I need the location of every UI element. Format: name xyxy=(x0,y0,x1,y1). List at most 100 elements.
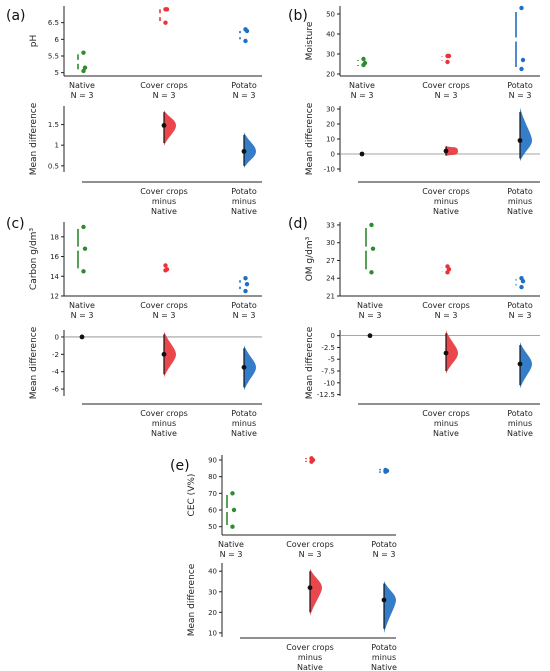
raw-group-label: Potato xyxy=(231,301,257,310)
diff-group-label: minus xyxy=(508,419,532,428)
diff-y-axis-label: Mean difference xyxy=(29,102,39,175)
mean-difference-point xyxy=(359,151,365,157)
raw-data-point xyxy=(445,264,450,269)
raw-y-tick-label: 30 xyxy=(326,239,335,247)
bootstrap-distribution xyxy=(446,145,458,157)
diff-y-tick-label: 30 xyxy=(326,106,335,114)
panel-label: (d) xyxy=(288,216,308,232)
raw-y-axis-label: OM g/dm³ xyxy=(305,236,315,281)
diff-group-label: minus xyxy=(372,653,396,662)
diff-group-label: minus xyxy=(434,419,458,428)
raw-group-n-label: N = 3 xyxy=(71,311,94,320)
diff-y-tick-label: 1 xyxy=(55,142,59,150)
diff-group-label: Native xyxy=(151,207,177,216)
raw-y-tick-label: 6 xyxy=(55,36,60,44)
raw-group-n-label: N = 3 xyxy=(435,91,458,100)
diff-group-label: minus xyxy=(508,197,532,206)
diff-y-axis-label: Mean difference xyxy=(29,326,39,399)
raw-group-n-label: N = 3 xyxy=(299,550,322,559)
raw-group-n-label: N = 3 xyxy=(359,311,382,320)
raw-group-label: Cover crops xyxy=(140,81,188,90)
mean-difference-point xyxy=(367,333,373,339)
diff-y-tick-label: 30 xyxy=(208,588,217,596)
raw-y-tick-label: 20 xyxy=(326,71,335,79)
diff-y-tick-label: -2 xyxy=(52,351,59,359)
diff-group-label: Native xyxy=(371,663,397,671)
diff-y-tick-label: 1.5 xyxy=(48,121,59,129)
bootstrap-distribution xyxy=(164,331,176,378)
raw-y-axis-label: Carbon g/dm³ xyxy=(29,228,39,291)
raw-group-label: Cover crops xyxy=(422,81,470,90)
raw-data-point xyxy=(383,467,388,473)
raw-group-label: Native xyxy=(218,540,244,549)
raw-y-tick-label: 27 xyxy=(326,257,335,265)
raw-y-tick-label: 5.5 xyxy=(48,53,59,61)
bootstrap-distribution xyxy=(520,107,532,162)
diff-y-tick-label: 0 xyxy=(55,333,59,341)
raw-data-point xyxy=(163,263,168,268)
diff-y-tick-label: -4 xyxy=(52,368,60,376)
raw-data-point xyxy=(243,276,248,281)
panel-label: (c) xyxy=(6,216,25,232)
raw-y-tick-label: 70 xyxy=(208,490,217,498)
raw-group-n-label: N = 3 xyxy=(509,91,532,100)
raw-group-label: Native xyxy=(357,301,383,310)
panel-label: (a) xyxy=(6,8,26,24)
bootstrap-distribution xyxy=(310,568,322,617)
diff-group-label: Potato xyxy=(231,187,257,196)
diff-y-axis-label: Mean difference xyxy=(305,102,315,175)
diff-group-label: Native xyxy=(231,207,257,216)
raw-y-tick-label: 50 xyxy=(326,11,335,19)
raw-group-n-label: N = 3 xyxy=(373,550,396,559)
raw-group-n-label: N = 3 xyxy=(71,91,94,100)
raw-data-point xyxy=(82,246,88,251)
raw-group-n-label: N = 3 xyxy=(153,311,176,320)
raw-data-point xyxy=(361,56,366,62)
diff-group-label: Native xyxy=(507,429,533,438)
raw-y-tick-label: 30 xyxy=(326,51,335,59)
raw-data-point xyxy=(81,50,86,55)
raw-data-point xyxy=(244,281,250,287)
raw-group-label: Potato xyxy=(507,301,533,310)
raw-data-point xyxy=(81,68,86,74)
raw-data-point xyxy=(163,7,168,12)
raw-data-point xyxy=(519,66,524,72)
raw-data-point xyxy=(81,224,86,230)
raw-y-tick-label: 24 xyxy=(326,275,335,283)
diff-group-label: Native xyxy=(507,207,533,216)
diff-group-label: Potato xyxy=(231,409,257,418)
diff-group-label: minus xyxy=(232,419,256,428)
diff-group-label: minus xyxy=(298,653,322,662)
raw-y-tick-label: 60 xyxy=(208,507,217,515)
diff-group-label: Cover crops xyxy=(422,187,470,196)
panel-label: (e) xyxy=(170,458,190,474)
raw-data-point xyxy=(82,65,88,70)
diff-group-label: Cover crops xyxy=(286,643,334,652)
raw-y-tick-label: 21 xyxy=(326,293,335,301)
raw-data-point xyxy=(519,5,524,11)
diff-y-tick-label: -10 xyxy=(324,379,335,387)
diff-y-tick-label: -5 xyxy=(328,356,335,364)
raw-y-tick-label: 50 xyxy=(208,523,217,531)
diff-group-label: Native xyxy=(297,663,323,671)
diff-y-tick-label: 0 xyxy=(331,332,335,340)
mean-difference-point xyxy=(381,597,387,603)
raw-data-point xyxy=(445,59,450,65)
diff-y-tick-label: 0 xyxy=(331,151,335,159)
raw-data-point xyxy=(309,456,314,461)
raw-y-tick-label: 80 xyxy=(208,473,217,481)
raw-group-n-label: N = 3 xyxy=(153,91,176,100)
mean-difference-point xyxy=(517,361,523,367)
diff-y-tick-label: -6 xyxy=(52,386,60,394)
diff-group-label: Native xyxy=(433,429,459,438)
raw-data-point xyxy=(243,288,248,294)
diff-y-tick-label: 40 xyxy=(208,568,217,576)
raw-group-label: Potato xyxy=(371,540,397,549)
bootstrap-distribution xyxy=(164,110,176,146)
raw-data-point xyxy=(519,284,524,290)
diff-group-label: Potato xyxy=(507,187,533,196)
raw-y-tick-label: 12 xyxy=(50,293,59,301)
bootstrap-distribution xyxy=(446,330,458,374)
